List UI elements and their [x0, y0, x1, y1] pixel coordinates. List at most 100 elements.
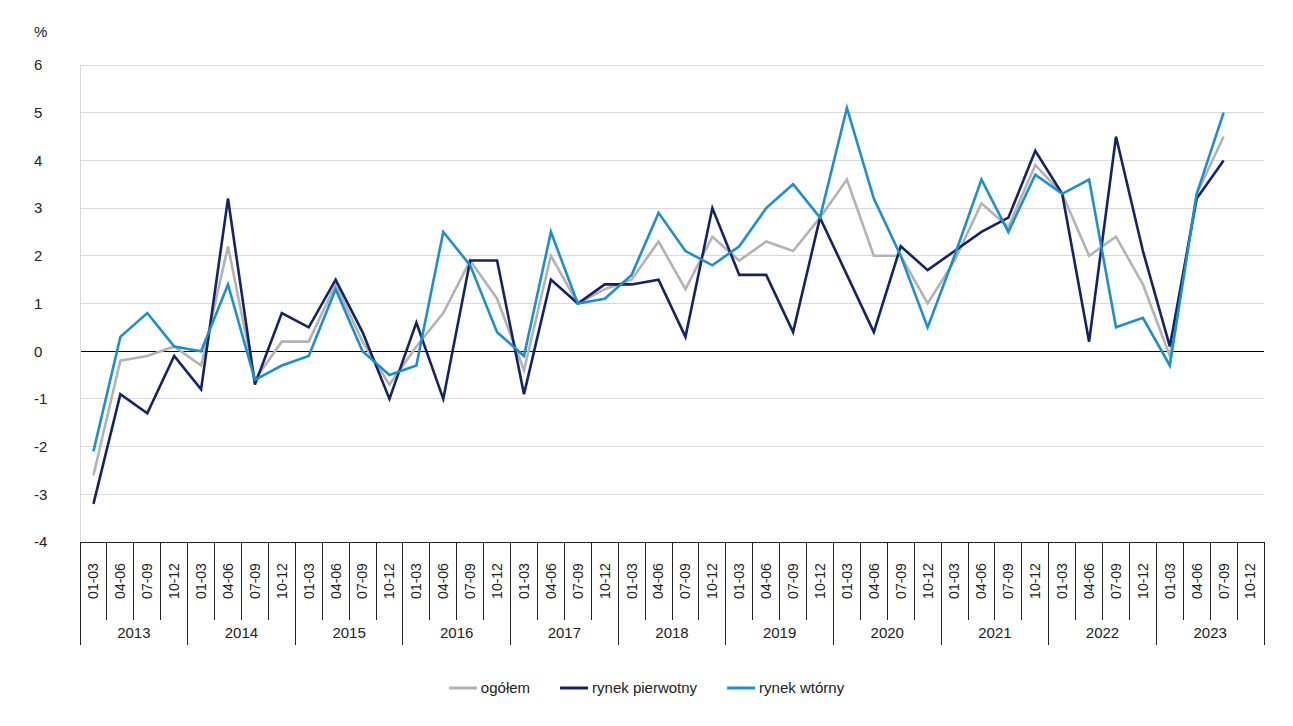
x-tick: 04-06 [435, 542, 451, 599]
x-tick-label: 07-09 [354, 563, 370, 599]
x-tick: 04-06 [650, 542, 666, 599]
x-tick-label: 01-03 [301, 563, 317, 599]
x-tick-label: 04-06 [220, 563, 236, 599]
x-group-label: 2013 [117, 624, 150, 641]
x-tick: 04-06 [543, 542, 559, 599]
y-tick-label: 1 [34, 295, 42, 312]
category-separator [268, 542, 269, 620]
y-tick: 1 [34, 295, 80, 312]
x-tick: 01-03 [946, 542, 962, 599]
category-separator [591, 542, 592, 620]
x-tick-label: 01-03 [408, 563, 424, 599]
x-tick: 01-03 [193, 542, 209, 599]
group-separator [295, 542, 296, 645]
lines [93, 108, 1223, 504]
x-tick-label: 10-12 [166, 563, 182, 599]
x-tick: 07-09 [1000, 542, 1016, 599]
group-separator [941, 542, 942, 645]
category-separators [80, 542, 1264, 645]
group-separator [187, 542, 188, 645]
x-tick: 10-12 [274, 542, 290, 599]
x-tick-label: 07-09 [462, 563, 478, 599]
legend-swatch [449, 687, 477, 690]
x-tick-label: 10-12 [489, 563, 505, 599]
y-tick-label: 3 [34, 199, 42, 216]
x-tick: 10-12 [166, 542, 182, 599]
x-tick-label: 01-03 [839, 563, 855, 599]
category-separator [241, 542, 242, 620]
group-separator [725, 542, 726, 645]
x-tick-label: 10-12 [597, 563, 613, 599]
category-separator [914, 542, 915, 620]
category-separator [672, 542, 673, 620]
y-tick-label: 6 [34, 56, 42, 73]
group-separator [510, 542, 511, 645]
category-separator [806, 542, 807, 620]
x-group-label: 2020 [871, 624, 904, 641]
category-separator [322, 542, 323, 620]
y-tick: 0 [34, 343, 80, 360]
x-tick: 04-06 [866, 542, 882, 599]
x-tick: 10-12 [1027, 542, 1043, 599]
x-tick: 10-12 [812, 542, 828, 599]
y-tick-label: 0 [34, 343, 42, 360]
category-separator [1210, 542, 1211, 620]
x-tick-label: 07-09 [677, 563, 693, 599]
grid-line [80, 112, 1264, 113]
x-tick: 01-03 [301, 542, 317, 599]
x-tick-label: 01-03 [193, 563, 209, 599]
y-tick: 3 [34, 199, 80, 216]
x-tick: 07-09 [247, 542, 263, 599]
x-tick: 10-12 [597, 542, 613, 599]
legend-item: rynek pierwotny [560, 679, 698, 696]
x-tick-label: 04-06 [435, 563, 451, 599]
category-separator [133, 542, 134, 620]
y-tick-label: 2 [34, 247, 42, 264]
grid-line [80, 160, 1264, 161]
legend-swatch [560, 687, 588, 690]
x-tick: 07-09 [570, 542, 586, 599]
x-tick: 04-06 [1081, 542, 1097, 599]
x-tick: 01-03 [731, 542, 747, 599]
category-separator [645, 542, 646, 620]
x-tick: 04-06 [328, 542, 344, 599]
category-separator [349, 542, 350, 620]
x-tick-label: 07-09 [785, 563, 801, 599]
category-separator [752, 542, 753, 620]
x-tick-label: 04-06 [1081, 563, 1097, 599]
x-tick: 04-06 [112, 542, 128, 599]
grid-line [80, 303, 1264, 304]
y-tick: -1 [34, 390, 80, 407]
chart: -4-3-2-10123456%01-0304-0607-0910-1201-0… [0, 0, 1293, 726]
legend: ogółemrynek pierwotnyrynek wtórny [449, 679, 845, 696]
y-tick: 4 [34, 152, 80, 169]
x-tick-label: 07-09 [570, 563, 586, 599]
y-tick: -2 [34, 438, 80, 455]
grid-line [80, 446, 1264, 447]
x-tick-label: 10-12 [1242, 563, 1258, 599]
category-separator [1129, 542, 1130, 620]
y-tick: 5 [34, 104, 80, 121]
legend-label: rynek wtórny [759, 679, 845, 696]
x-tick: 01-03 [408, 542, 424, 599]
x-tick-label: 01-03 [731, 563, 747, 599]
x-tick-label: 04-06 [973, 563, 989, 599]
x-tick-label: 10-12 [381, 563, 397, 599]
x-tick: 01-03 [1054, 542, 1070, 599]
category-separator [376, 542, 377, 620]
category-separator [429, 542, 430, 620]
category-separator [483, 542, 484, 620]
y-tick: 2 [34, 247, 80, 264]
x-group-label: 2023 [1193, 624, 1226, 641]
grid-line [80, 494, 1264, 495]
category-separator [1021, 542, 1022, 620]
group-separator [1156, 542, 1157, 645]
x-tick: 01-03 [1162, 542, 1178, 599]
x-group-label: 2022 [1086, 624, 1119, 641]
x-tick-label: 01-03 [1054, 563, 1070, 599]
x-group-label: 2014 [225, 624, 258, 641]
x-tick: 10-12 [381, 542, 397, 599]
category-separator [456, 542, 457, 620]
legend-label: rynek pierwotny [592, 679, 698, 696]
category-separator [1102, 542, 1103, 620]
